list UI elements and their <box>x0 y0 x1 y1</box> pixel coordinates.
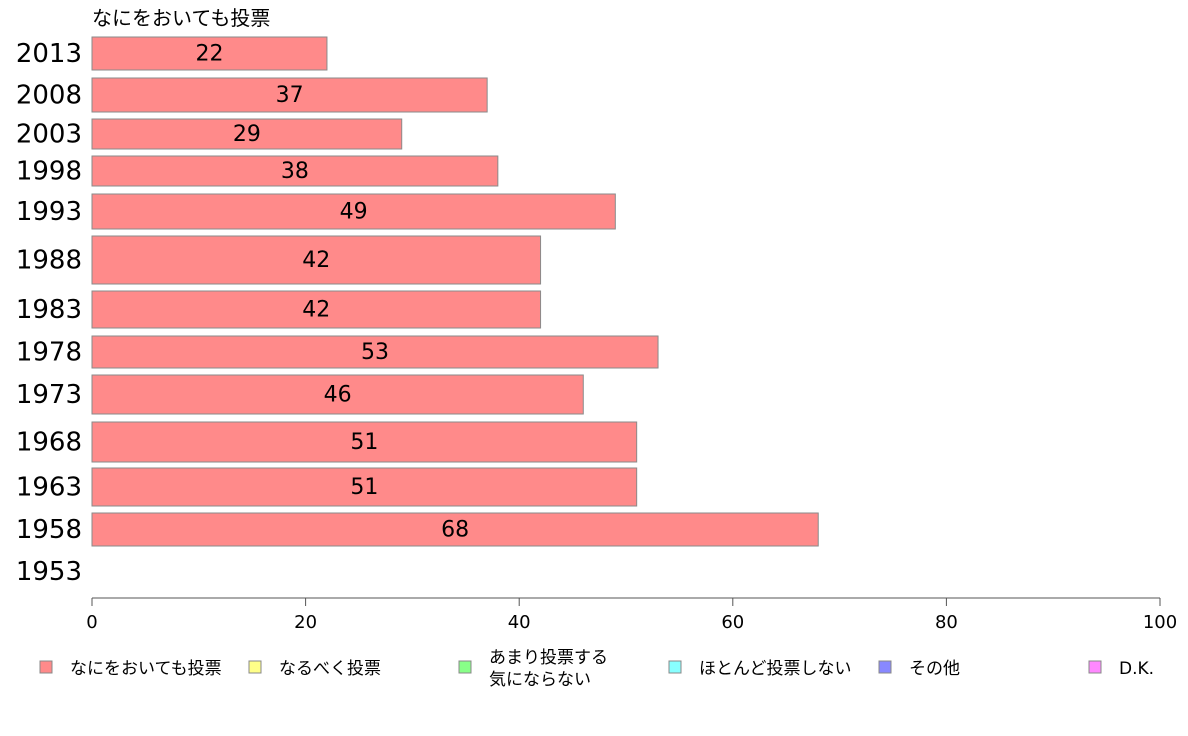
data-label: 51 <box>350 475 378 500</box>
category-label: 1978 <box>16 338 82 368</box>
legend-swatch <box>668 660 682 674</box>
data-label: 37 <box>276 83 304 108</box>
chart-title: なにをおいても投票 <box>92 6 270 30</box>
legend-swatch <box>458 660 472 674</box>
category-label: 2008 <box>16 81 82 111</box>
category-label: 1963 <box>16 473 82 503</box>
data-label: 22 <box>195 42 223 67</box>
bar <box>91 193 616 230</box>
data-label: 38 <box>281 159 309 184</box>
x-axis: 0 20 40 60 80 100 <box>86 597 1177 633</box>
category-label: 1968 <box>16 428 82 458</box>
x-tick-label: 20 <box>294 612 317 633</box>
data-label: 53 <box>361 340 389 365</box>
bar <box>91 77 488 113</box>
legend-label: なるべく投票 <box>279 659 381 679</box>
bar <box>91 374 584 415</box>
category-label: 1993 <box>16 197 82 227</box>
x-tick-label: 80 <box>935 612 958 633</box>
data-label: 42 <box>302 298 330 323</box>
legend-label: なにをおいても投票 <box>70 659 222 679</box>
bars-layer: 22 37 29 38 49 42 42 53 46 51 51 68 <box>91 36 819 547</box>
category-label: 1988 <box>16 246 82 276</box>
category-label: 1998 <box>16 157 82 187</box>
bar <box>91 235 542 285</box>
x-tick-label: 60 <box>721 612 744 633</box>
bar <box>91 155 499 187</box>
x-tick-label: 100 <box>1143 612 1177 633</box>
category-label: 1953 <box>16 557 82 587</box>
category-label: 2003 <box>16 120 82 150</box>
bar <box>91 36 328 71</box>
legend: なにをおいても投票 なるべく投票 あまり投票する気にならない ほとんど投票しない その他… <box>39 648 1154 690</box>
bar <box>91 467 638 507</box>
data-label: 29 <box>233 122 261 147</box>
legend-label: あまり投票する気にならない <box>489 648 608 690</box>
category-label: 1973 <box>16 380 82 410</box>
data-label: 49 <box>340 200 368 225</box>
bar <box>91 118 403 150</box>
category-labels: 2013 2008 2003 1998 1993 1988 1983 1978 1973 1968… <box>16 39 82 587</box>
legend-swatch <box>1088 660 1102 674</box>
legend-label: D.K. <box>1119 659 1154 679</box>
category-label: 2013 <box>16 39 82 69</box>
bar <box>91 421 638 463</box>
data-label: 42 <box>302 248 330 273</box>
legend-swatch <box>39 660 53 674</box>
category-label: 1958 <box>16 515 82 545</box>
data-label: 46 <box>324 383 352 408</box>
legend-swatch <box>878 660 892 674</box>
bar <box>91 290 542 329</box>
legend-label: その他 <box>909 659 960 679</box>
data-label: 51 <box>350 430 378 455</box>
legend-label: ほとんど投票しない <box>699 659 852 679</box>
legend-swatch <box>248 660 262 674</box>
x-tick-label: 40 <box>508 612 531 633</box>
data-label: 68 <box>441 518 469 543</box>
category-label: 1983 <box>16 295 82 325</box>
bar <box>91 335 659 369</box>
bar <box>91 512 819 547</box>
x-tick-label: 0 <box>86 612 97 633</box>
